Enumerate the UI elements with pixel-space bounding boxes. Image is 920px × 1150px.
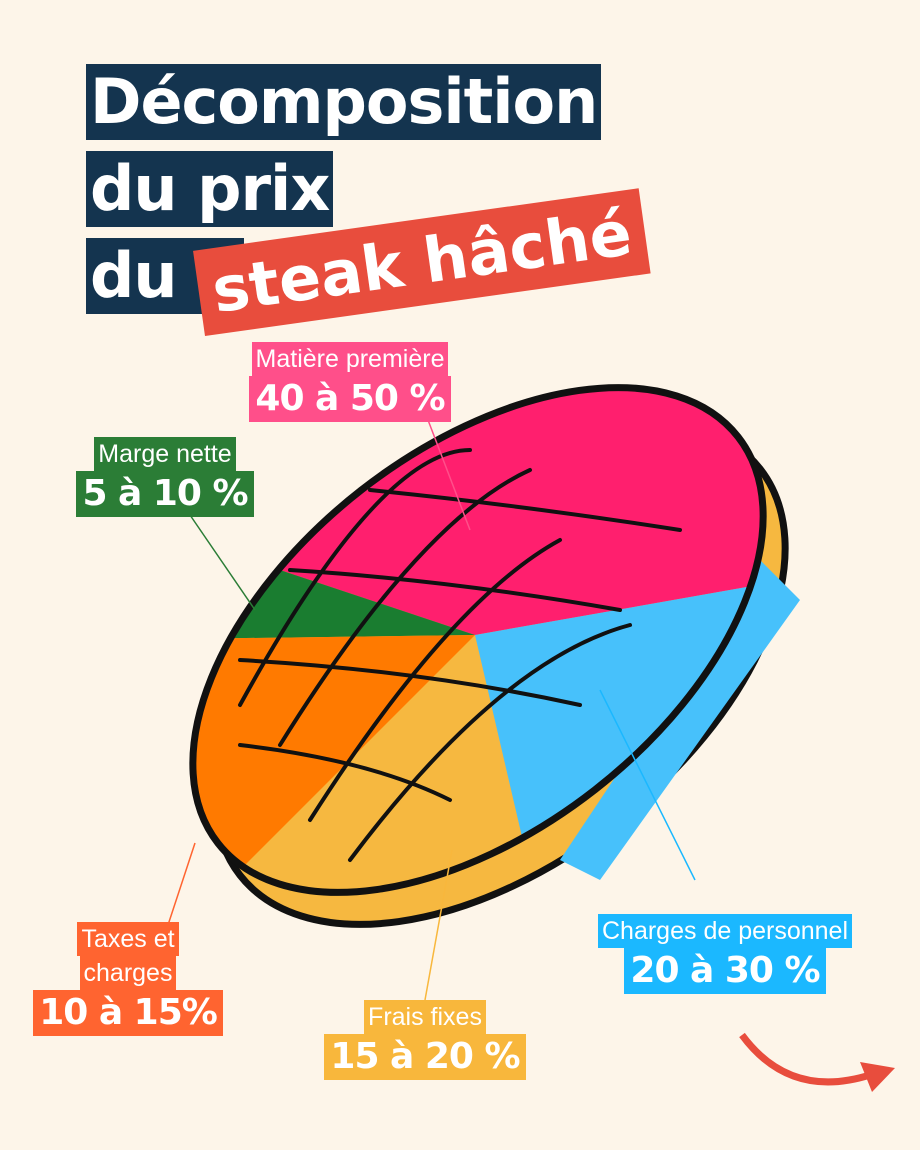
label-name: Taxes et — [77, 922, 179, 956]
next-arrow-icon — [739, 1032, 872, 1086]
label-taxes-charges: Taxes et charges 10 à 15% — [28, 922, 228, 1036]
label-value: 5 à 10 % — [76, 471, 254, 517]
title-line-1: Décomposition — [86, 64, 602, 140]
label-name: Marge nette — [94, 437, 236, 471]
label-matiere-premiere: Matière première 40 à 50 % — [230, 342, 470, 422]
label-marge-nette: Marge nette 5 à 10 % — [70, 437, 260, 517]
label-value: 15 à 20 % — [324, 1034, 526, 1080]
label-name: Matière première — [251, 342, 449, 376]
label-charges-personnel: Charges de personnel 20 à 30 % — [555, 914, 895, 994]
label-value: 20 à 30 % — [624, 948, 826, 994]
label-frais-fixes: Frais fixes 15 à 20 % — [320, 1000, 530, 1080]
title-line-2: du prix — [86, 151, 334, 227]
label-name: Charges de personnel — [598, 914, 852, 948]
label-name: Frais fixes — [364, 1000, 486, 1034]
label-value: 40 à 50 % — [249, 376, 451, 422]
label-value: 10 à 15% — [33, 990, 223, 1036]
label-name: charges — [79, 956, 177, 990]
